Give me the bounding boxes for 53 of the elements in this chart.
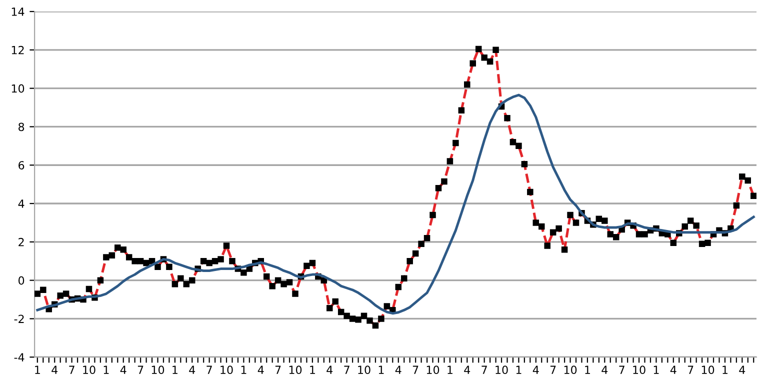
x-tick-label: 4: [189, 366, 196, 374]
y-tick-label: 14: [12, 8, 24, 16]
x-tick-label: 10: [426, 366, 440, 374]
x-tick-label: 10: [564, 366, 577, 374]
x-tick-label: 7: [550, 366, 556, 374]
line-series: [36, 94, 755, 315]
x-tick-label: 7: [482, 366, 487, 374]
y-tick-label: 6: [18, 161, 24, 170]
x-tick-label: 1: [35, 366, 40, 374]
x-tick-label: 1: [585, 366, 590, 374]
x-tick-label: 10: [358, 366, 370, 374]
x-tick-label: 7: [619, 366, 624, 374]
y-tick-label: 10: [12, 84, 24, 93]
x-tick-label: 10: [152, 366, 164, 374]
x-tick-label: 4: [326, 366, 333, 374]
x-tick-label: 4: [52, 366, 58, 374]
y-tick-label: 8: [18, 122, 24, 132]
x-tick-label: 7: [344, 366, 350, 374]
x-tick-label: 7: [69, 366, 74, 374]
x-tick-label: 10: [633, 366, 646, 374]
x-tick-label: 1: [104, 366, 109, 374]
x-tick-label: 1: [241, 366, 246, 374]
y-tick-label: 4: [18, 200, 24, 208]
x-tick-label: 10: [289, 366, 302, 374]
x-tick-label: 1: [722, 366, 728, 374]
x-tick-label: 7: [138, 366, 144, 374]
x-tick-label: 1: [310, 366, 315, 374]
x-tick-label: 10: [220, 366, 233, 374]
x-tick-label: 4: [670, 366, 676, 374]
y-tick-label: -2: [14, 314, 24, 323]
x-tick-label: 1: [448, 366, 452, 374]
x-tick-label: 4: [532, 366, 539, 374]
y-tick-label: 2: [18, 238, 24, 246]
x-tick-label: 4: [602, 366, 608, 374]
x-tick-label: 4: [120, 366, 126, 374]
x-tick-label: 4: [395, 366, 402, 374]
y-tick-label: -4: [14, 353, 24, 362]
x-tick-label: 1: [378, 366, 384, 374]
x-tick-label: 7: [412, 366, 418, 374]
x-tick-label: 7: [206, 366, 212, 374]
x-tick-label: 7: [688, 366, 694, 374]
y-tick-label: 0: [18, 276, 24, 285]
x-tick-label: 7: [275, 366, 281, 374]
x-tick-label: 10: [496, 366, 508, 374]
x-tick-label: 10: [702, 366, 714, 374]
x-tick-label: 1: [654, 366, 659, 374]
x-tick-label: 1: [516, 366, 522, 374]
x-tick-label: 4: [464, 366, 470, 374]
x-tick-label: 10: [83, 366, 96, 374]
x-tick-label: 4: [258, 366, 264, 374]
x-tick-label: 1: [172, 366, 178, 374]
x-tick-label: 4: [739, 366, 746, 374]
y-tick-label: 12: [12, 46, 24, 54]
